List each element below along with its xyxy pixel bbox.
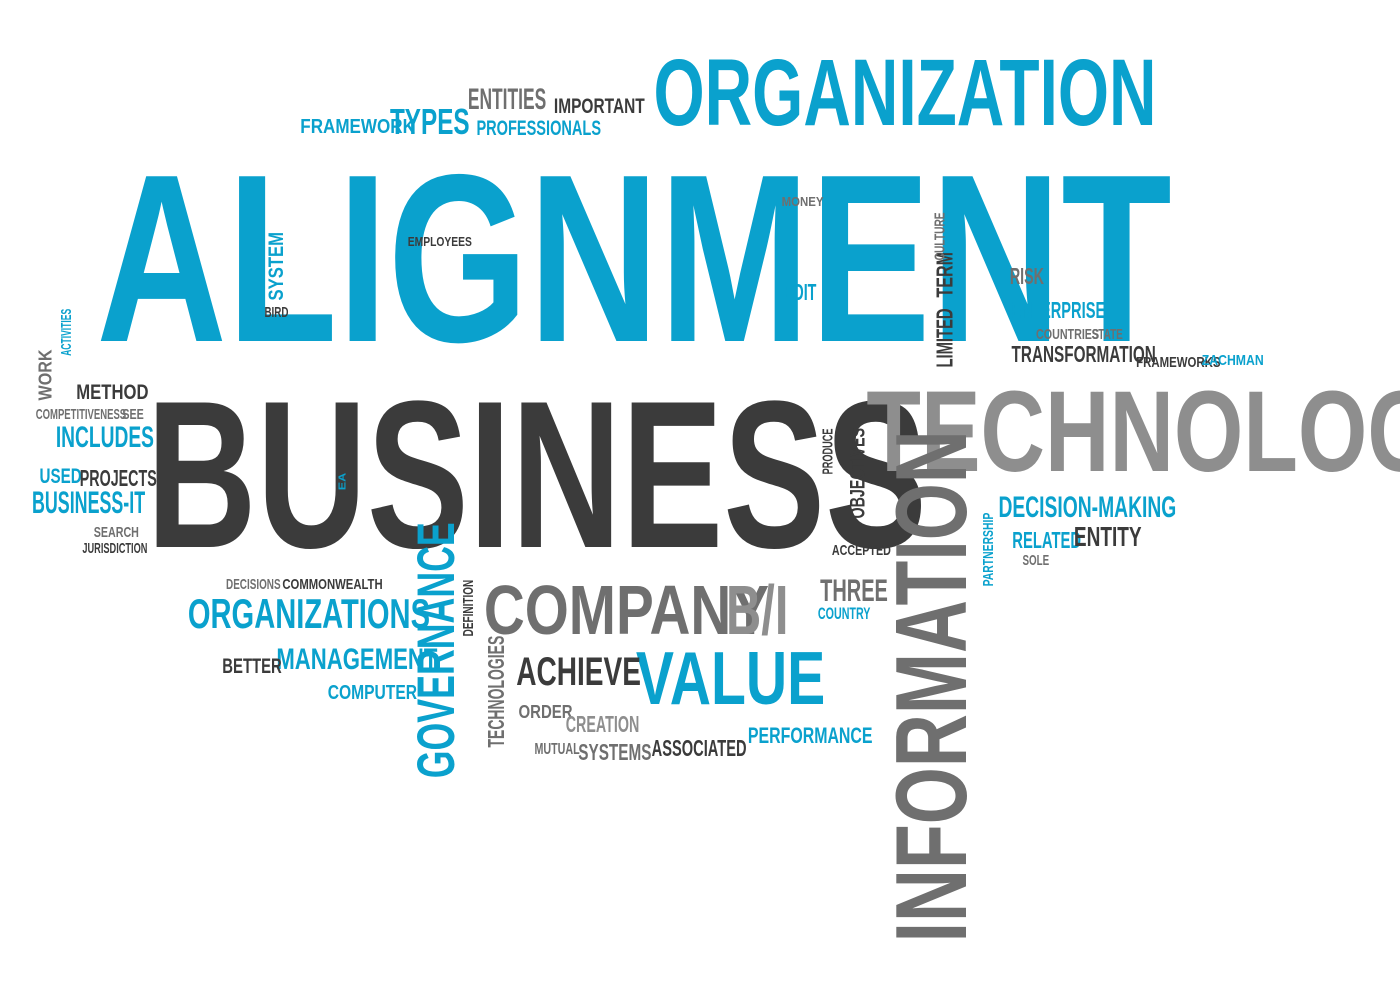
word-see: SEE	[121, 406, 144, 423]
word-types: TYPES	[389, 102, 470, 143]
word-accepted: ACCEPTED	[831, 542, 891, 559]
word-produce: PRODUCE	[820, 428, 837, 474]
word-entity: ENTITY	[1073, 521, 1142, 553]
word-term: TERM	[931, 252, 958, 298]
word-country: COUNTRY	[817, 603, 871, 623]
word-transformation: TRANSFORMATION	[1011, 341, 1157, 368]
word-partnership: PARTNERSHIP	[980, 512, 997, 586]
word-used: USED	[39, 464, 83, 488]
word-activities: ACTIVITIES	[58, 308, 75, 356]
word-management: MANAGEMENT	[275, 643, 438, 677]
word-system: SYSTEM	[264, 231, 288, 300]
word-technology: TECHNOLOGY	[865, 367, 1400, 497]
word-objectives: OBJECTIVES	[846, 427, 870, 518]
word-business-it: BUSINESS-IT	[32, 484, 146, 521]
word-bird: BIRD	[263, 304, 288, 321]
word-work: WORK	[35, 349, 57, 400]
word-limited: LIMITED	[931, 308, 958, 368]
word-method: METHOD	[75, 380, 149, 404]
word-culture: CULTURE	[932, 212, 949, 260]
word-creation: CREATION	[565, 711, 640, 738]
word-entities: ENTITIES	[467, 83, 547, 117]
word-associated: ASSOCIATED	[651, 735, 747, 762]
word-competitiveness: COMPETITIVENESS	[35, 406, 127, 423]
word-framework: FRAMEWORK	[299, 115, 415, 138]
word-business: BUSINESS	[145, 357, 927, 592]
word-zachman: ZACHMAN	[1201, 352, 1264, 369]
word-countries: COUNTRIES	[1035, 326, 1100, 343]
word-three: THREE	[819, 572, 888, 609]
word-organization: ORGANIZATION	[653, 39, 1157, 146]
word-mutual: MUTUAL	[533, 740, 580, 758]
word-better: BETTER	[221, 654, 282, 678]
word-related: RELATED	[1011, 527, 1081, 554]
word-achieve: ACHIEVE	[515, 650, 641, 695]
word-commonwealth: COMMONWEALTH	[281, 576, 383, 593]
word-employees: EMPLOYEES	[407, 234, 473, 249]
word-edit: EDIT	[783, 279, 817, 306]
word-ea: EA	[336, 472, 349, 490]
word-b-i: B/I	[725, 571, 789, 650]
word-search: SEARCH	[93, 524, 140, 541]
word-performance: PERFORMANCE	[747, 723, 873, 749]
word-projects: PROJECTS	[79, 465, 157, 492]
word-enterprise: ENTERPRISE	[1011, 297, 1106, 324]
word-professionals: PROFESSIONALS	[475, 116, 601, 140]
word-risk: RISK	[1009, 263, 1045, 290]
word-decisions: DECISIONS	[225, 576, 281, 593]
word-decision-making: DECISION-MAKING	[997, 491, 1176, 525]
word-company: COMPANY	[483, 571, 770, 650]
word-definition: DEFINITION	[460, 579, 477, 636]
word-jurisdiction: JURISDICTION	[81, 540, 148, 557]
word-money: MONEY	[781, 194, 824, 209]
word-information: INFORMATION	[875, 429, 988, 942]
word-sole: SOLE	[1021, 552, 1049, 569]
word-order: ORDER	[517, 701, 573, 723]
word-important: IMPORTANT	[553, 94, 645, 118]
word-organizations: ORGANIZATIONS	[187, 590, 431, 637]
word-value: VALUE	[635, 637, 826, 722]
word-computer: COMPUTER	[327, 681, 418, 704]
word-technologies: TECHNOLOGIES	[483, 636, 510, 748]
word-frameworks: FRAMEWORKS	[1135, 354, 1221, 371]
word-includes: INCLUDES	[55, 421, 155, 455]
word-state: STATE	[1091, 326, 1124, 343]
word-alignment: ALIGNMENT	[96, 124, 1172, 393]
word-systems: SYSTEMS	[577, 739, 652, 766]
